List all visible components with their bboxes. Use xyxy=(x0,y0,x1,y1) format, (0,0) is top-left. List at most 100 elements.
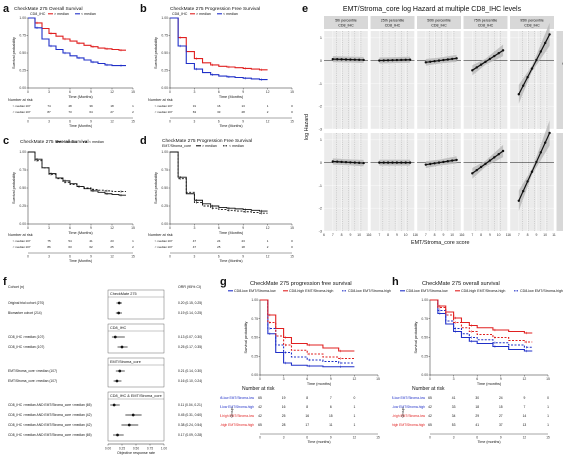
risk-x-axis-label: Time (months) xyxy=(477,440,500,444)
row-label: CD8_IHC >median AND EMT/Stroma_core >med… xyxy=(8,413,92,417)
x-tick-label: 3 xyxy=(193,226,195,230)
risk-value: 41 xyxy=(475,423,479,427)
risk-row-label: < median xyxy=(13,110,26,114)
panel-label-c: c xyxy=(3,135,10,147)
hazard-point xyxy=(451,159,454,162)
hazard-point xyxy=(395,58,399,62)
y-tick-label: 1.00 xyxy=(19,16,26,20)
x-tick-label: 7 xyxy=(425,233,427,237)
y-tick-label: -1 xyxy=(319,82,322,86)
legend-title: CD8_IHC xyxy=(30,12,46,16)
hazard-point xyxy=(336,58,339,61)
x-tick-label: 0 xyxy=(169,90,171,94)
y-tick-label: 0.50 xyxy=(421,336,428,340)
y-tick-label: -2 xyxy=(319,105,322,109)
km-curve xyxy=(28,151,126,196)
risk-value: 8 xyxy=(306,396,308,400)
risk-value: 54 xyxy=(68,239,72,243)
y-tick-label: 0.50 xyxy=(19,186,26,190)
x-tick-label: 9 xyxy=(330,377,332,381)
risk-row-label: CD8-low EMT/Stroma-high xyxy=(392,405,425,409)
km-curve xyxy=(430,299,533,343)
x-axis-label: Time (months) xyxy=(477,382,502,386)
hazard-point xyxy=(497,52,500,55)
risk-value: 23 xyxy=(242,239,246,243)
risk-x-tick-label: 9 xyxy=(90,255,92,259)
x-tick-label: 1.00 xyxy=(161,447,167,451)
y-axis-label: Survival probability xyxy=(12,172,16,204)
panel-e-log-hazard-facets: EMT/Stroma_core log Hazard at multiple C… xyxy=(304,6,563,246)
legend-label: CD8-low EMT/Stroma-high xyxy=(348,289,391,293)
facet-strip-line1: 75th percentile xyxy=(474,19,498,23)
orr-value: 0.16 (0.10, 0.24) xyxy=(178,379,202,383)
facet-strip-line1: 95th percentile xyxy=(520,19,544,23)
x-tick-label: 0 xyxy=(27,226,29,230)
y-tick-label: 1.00 xyxy=(161,150,168,154)
chart-title: CheckMate 275 progression free survival xyxy=(250,281,352,287)
x-tick-label: 15 xyxy=(546,377,550,381)
y-tick-label: 0 xyxy=(320,59,322,63)
risk-row-label: CD8-low EMT/Stroma-high xyxy=(220,405,254,409)
risk-value: 28 xyxy=(282,423,286,427)
risk-x-tick-label: 9 xyxy=(242,120,244,124)
y-tick-label: 0.75 xyxy=(19,34,26,38)
risk-row-label: > median xyxy=(155,104,168,108)
risk-x-tick-label: 3 xyxy=(48,120,50,124)
section-header: EMT/Stroma_core xyxy=(110,360,141,364)
panel-label-d: d xyxy=(140,135,147,147)
x-tick-label: 6 xyxy=(218,90,220,94)
estimate-point xyxy=(117,311,121,315)
x-tick-label: 0.75 xyxy=(147,447,153,451)
hazard-point xyxy=(349,58,352,61)
hazard-point xyxy=(539,151,542,154)
hazard-point xyxy=(442,58,445,62)
y-tick-label: 0.50 xyxy=(161,186,168,190)
hazard-point xyxy=(501,49,505,52)
panel-label-e: e xyxy=(302,3,309,15)
x-tick-label: 12 xyxy=(353,377,357,381)
risk-value: 2 xyxy=(267,110,269,114)
hazard-point xyxy=(526,180,529,183)
hazard-point xyxy=(446,160,449,163)
risk-x-tick-label: 12 xyxy=(523,436,527,440)
risk-value: 29 xyxy=(475,414,479,418)
risk-value: 1 xyxy=(547,405,549,409)
risk-value: 75 xyxy=(47,239,51,243)
facet-row-strip xyxy=(556,31,563,129)
hazard-point xyxy=(382,161,385,164)
risk-x-tick-label: 12 xyxy=(110,255,114,259)
x-tick-label: 0 xyxy=(27,90,29,94)
y-tick-label: 0.75 xyxy=(251,317,258,321)
facet-strip-line1: 50th percentile xyxy=(427,19,451,23)
km-curve xyxy=(170,17,268,71)
x-tick-label: 7 xyxy=(518,233,520,237)
risk-value: 42 xyxy=(428,414,432,418)
row-label: CD8_IHC <median (107) xyxy=(8,345,44,349)
risk-x-tick-label: 3 xyxy=(453,436,455,440)
hazard-point xyxy=(479,165,483,169)
risk-x-axis-label: Time (months) xyxy=(307,440,330,444)
y-tick-label: 0.75 xyxy=(161,168,168,172)
risk-value: 63 xyxy=(193,110,197,114)
km-curve xyxy=(28,17,126,51)
x-tick-label: 8 xyxy=(480,233,482,237)
risk-x-tick-label: 6 xyxy=(69,255,71,259)
risk-value: 2 xyxy=(132,110,134,114)
hazard-point xyxy=(344,160,348,164)
risk-x-tick-label: 9 xyxy=(500,436,502,440)
section-box xyxy=(107,289,165,320)
risk-table-title: Number at risk xyxy=(412,386,445,392)
hazard-point xyxy=(442,160,445,164)
orr-value: 0.19 (0.14, 0.25) xyxy=(178,311,202,315)
legend: CD8_IHC > median < median xyxy=(172,12,238,16)
section-box xyxy=(107,391,165,442)
risk-value: 87 xyxy=(47,110,51,114)
x-tick-label: 15 xyxy=(131,90,135,94)
y-tick-label: 0.50 xyxy=(251,336,258,340)
panel-label-b: b xyxy=(140,3,147,15)
risk-value: 107 xyxy=(167,104,172,108)
legend-label: CD8-high EMT/Stroma-high xyxy=(461,289,505,293)
km-curve xyxy=(260,299,355,368)
risk-value: 0 xyxy=(291,239,293,243)
x-tick-label: 11 xyxy=(552,233,556,237)
